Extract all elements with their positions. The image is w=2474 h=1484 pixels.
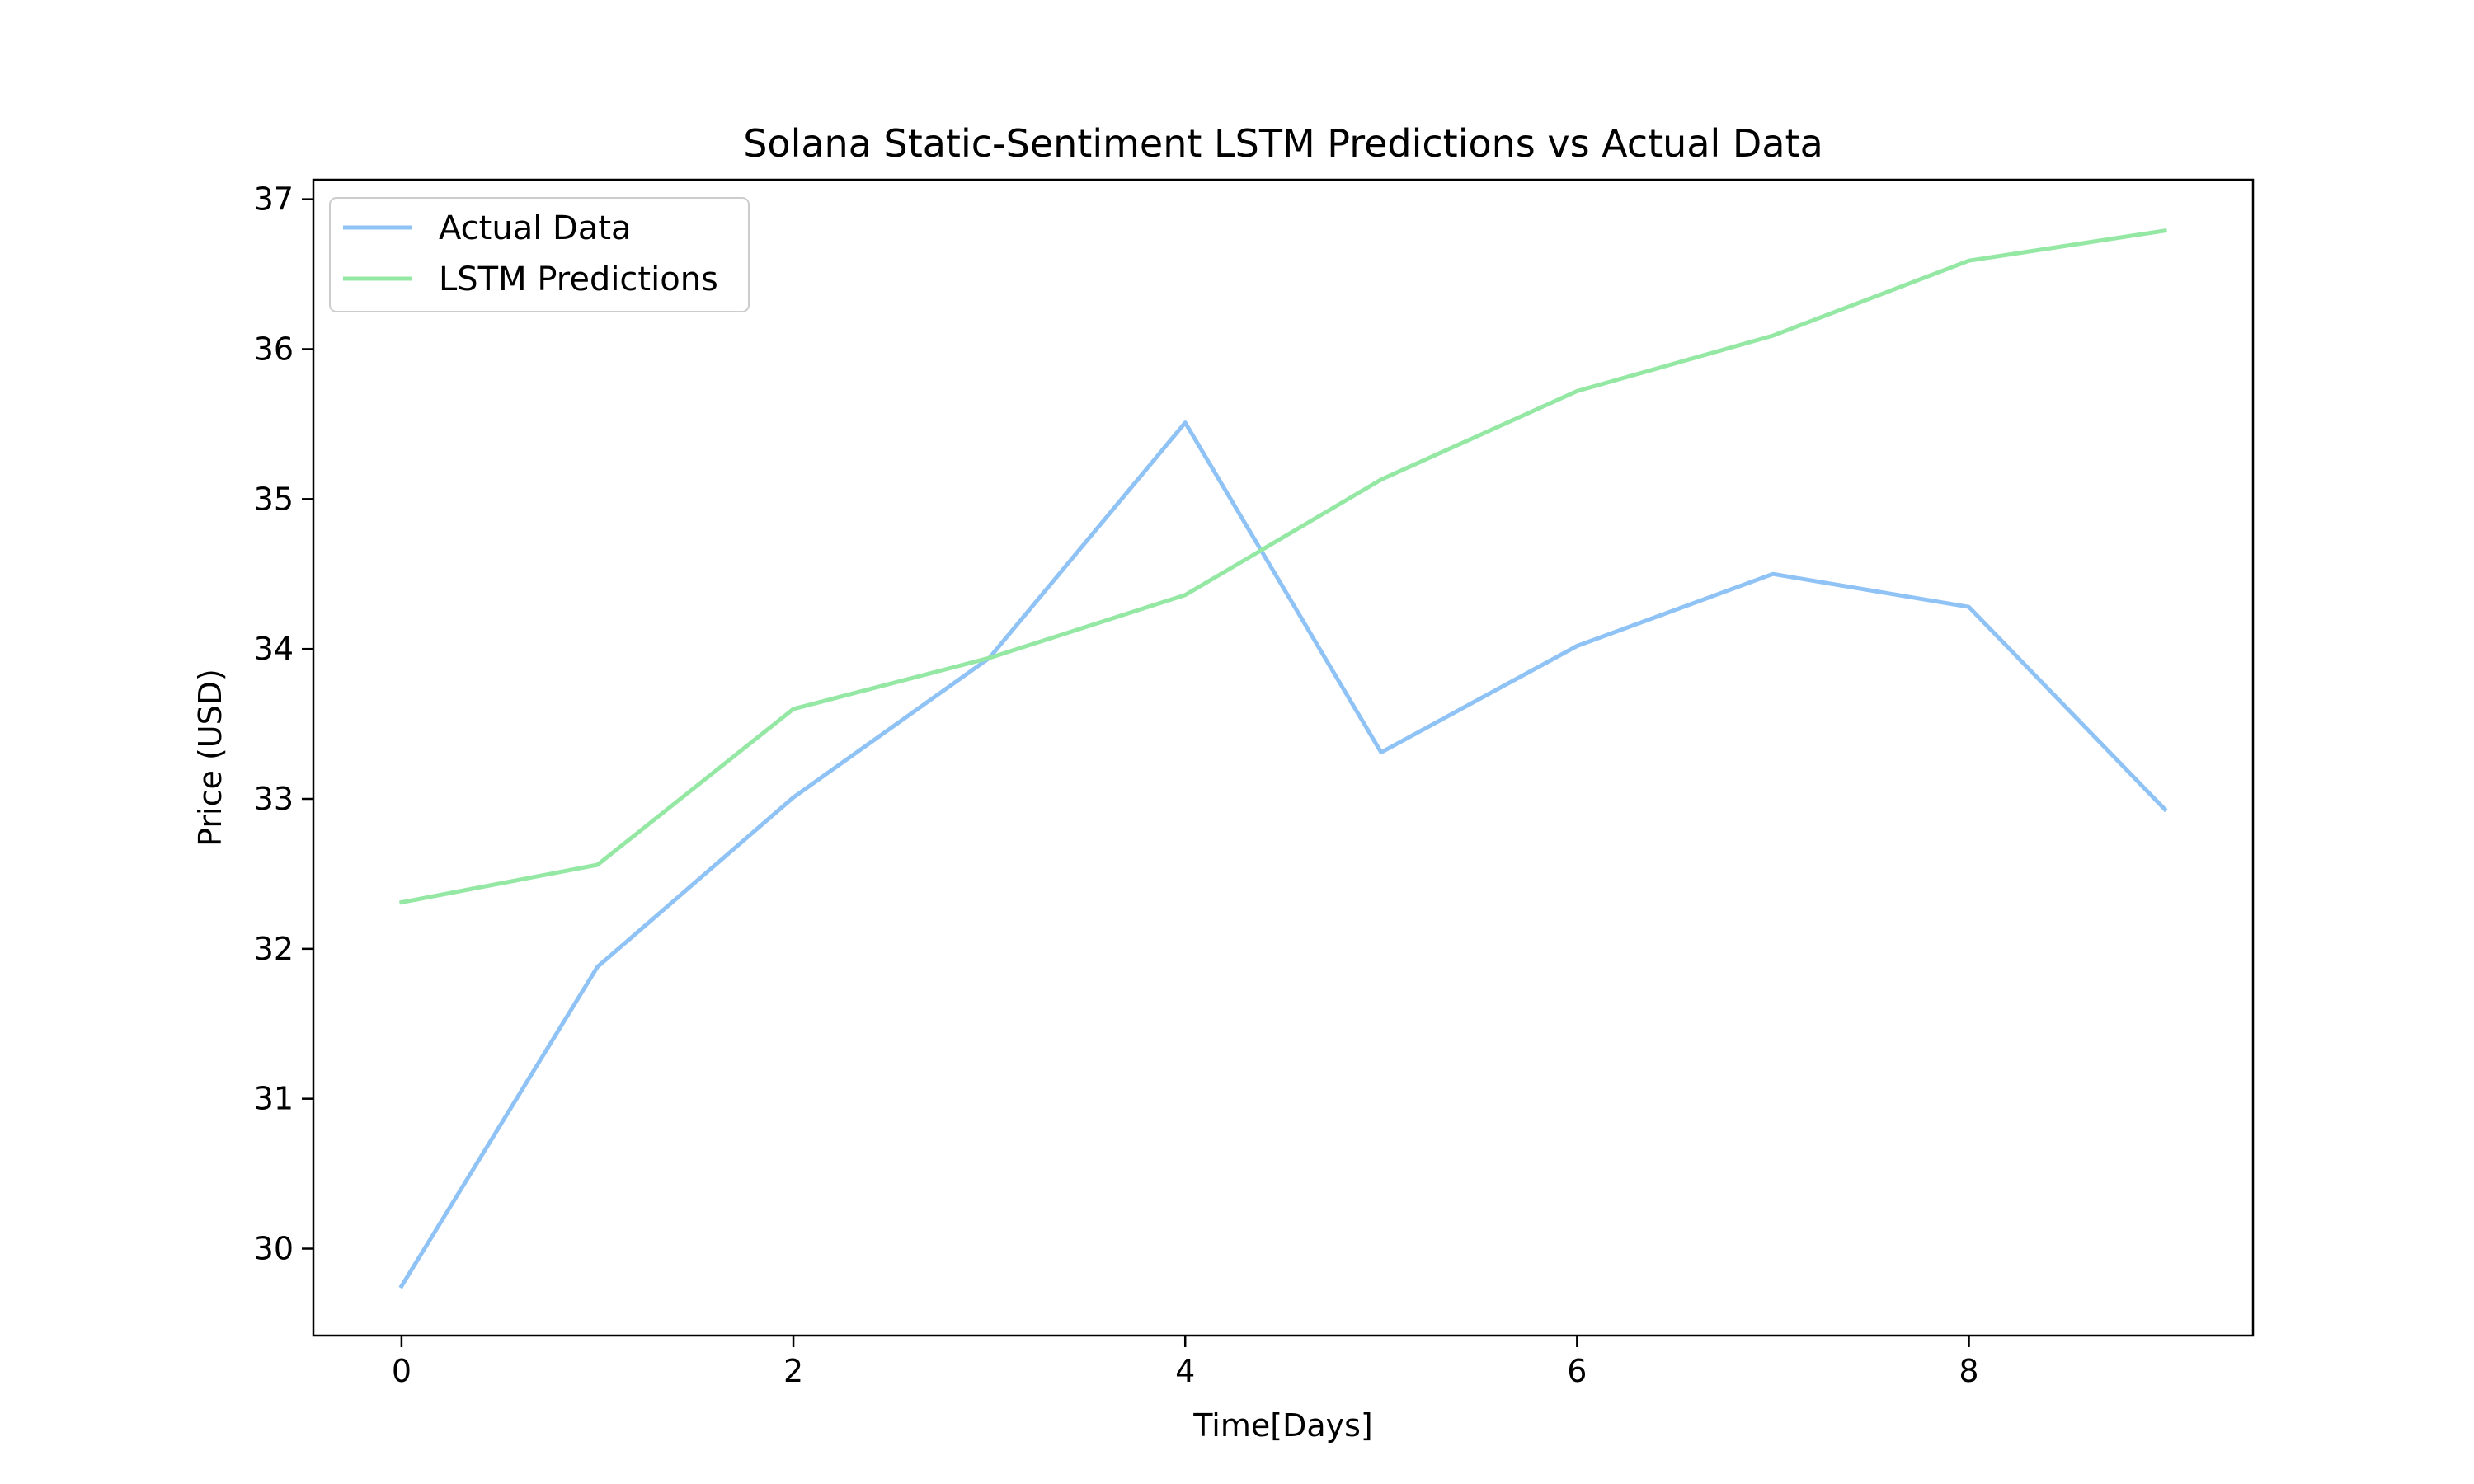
- plot-frame: [312, 178, 2255, 1337]
- x-tick-label: 6: [1567, 1353, 1587, 1389]
- y-tick-label: 33: [254, 781, 294, 817]
- legend-box: [329, 197, 750, 312]
- y-tick-label: 36: [254, 331, 294, 367]
- legend-label: LSTM Predictions: [439, 261, 718, 298]
- y-axis-label: Price (USD): [192, 669, 228, 847]
- x-tick-label: 4: [1175, 1353, 1195, 1389]
- y-tick-label: 34: [254, 631, 294, 667]
- y-tick-label: 30: [254, 1231, 294, 1267]
- legend: Actual Data LSTM Predictions: [329, 197, 750, 312]
- x-tick-label: 0: [392, 1353, 412, 1389]
- series-line-lstm-predictions: [398, 228, 2167, 905]
- y-axis: 30 31 32 33 34 35 36 37: [254, 181, 313, 1267]
- x-axis: 0 2 4 6 8: [392, 1336, 1979, 1389]
- x-tick-label: 2: [783, 1353, 803, 1389]
- y-tick-label: 31: [254, 1081, 294, 1117]
- chart-title: Solana Static-Sentiment LSTM Predictions…: [743, 121, 1823, 166]
- legend-label: Actual Data: [439, 209, 632, 247]
- y-tick-label: 37: [254, 181, 294, 218]
- series-layer: [398, 228, 2168, 1289]
- y-tick-label: 35: [254, 481, 294, 517]
- x-tick-label: 8: [1959, 1353, 1978, 1389]
- y-tick-label: 32: [254, 931, 294, 967]
- x-axis-label: Time[Days]: [1192, 1407, 1372, 1444]
- series-line-actual-data: [398, 420, 2168, 1289]
